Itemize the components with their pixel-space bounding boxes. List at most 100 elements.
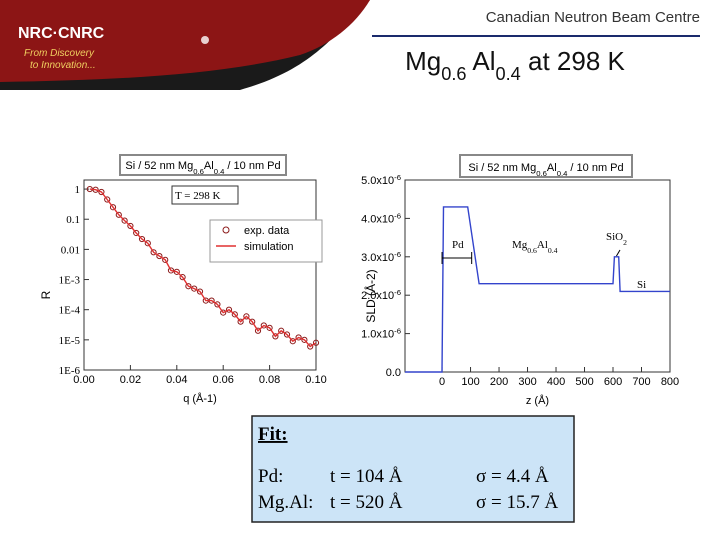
fit-cell: Mg.Al: <box>258 492 313 513</box>
series-line <box>405 206 670 373</box>
y-tick-label: 1E-4 <box>59 305 81 317</box>
x-axis-label: z (Å) <box>526 394 549 407</box>
x-tick-label: 0.10 <box>305 374 326 386</box>
text-part: Mg <box>405 46 441 76</box>
text-part: Al <box>537 239 548 251</box>
subscript: 0.4 <box>548 246 558 255</box>
x-tick-label: 600 <box>604 376 622 388</box>
y-tick-label: 1E-5 <box>59 335 81 347</box>
fit-cell: Pd: <box>258 466 283 487</box>
data-point <box>220 309 227 316</box>
text-part: T = 298 K <box>175 190 220 202</box>
x-axis-label: q (Å-1) <box>183 392 217 405</box>
data-point <box>266 324 273 331</box>
tagline: From Discovery <box>24 48 95 59</box>
logo-flare <box>201 36 209 44</box>
x-tick-label: 300 <box>518 376 536 388</box>
data-point <box>109 204 117 211</box>
exponent: -6 <box>394 249 401 258</box>
x-tick-label: 0.06 <box>212 374 233 386</box>
x-tick-label: 0.00 <box>73 374 94 386</box>
subscript: 0.6 <box>193 167 204 176</box>
subscript: 0.4 <box>214 167 225 176</box>
data-point <box>156 252 163 260</box>
data-point <box>196 288 204 295</box>
text-part: Al <box>547 162 557 174</box>
fit-cell: σ = 15.7 Å <box>476 492 558 513</box>
legend-label: simulation <box>244 241 294 253</box>
data-point <box>144 240 151 247</box>
logo: NRC·CNRC <box>18 25 105 42</box>
text-part: Al <box>204 160 214 172</box>
legend-swatch <box>222 226 230 234</box>
fit-box <box>251 415 575 523</box>
text-part: Si / 52 nm Mg <box>125 160 193 172</box>
data-point <box>225 306 233 313</box>
y-tick-label: 5.0x10-6 <box>361 173 401 188</box>
chart-title-box <box>119 154 287 176</box>
x-tick-label: 200 <box>490 376 508 388</box>
subscript: 0.6 <box>527 246 537 255</box>
y-tick-label: 1 <box>75 184 81 196</box>
data-point <box>237 318 244 325</box>
data-point <box>231 311 238 318</box>
org-name: Canadian Neutron Beam Centre <box>486 9 700 26</box>
y-tick-label: 0.01 <box>61 244 80 256</box>
y-axis-label: R <box>39 290 53 299</box>
subscript: 0.4 <box>495 64 520 84</box>
data-point <box>138 235 146 243</box>
y-tick-label: 1.0x10-6 <box>361 326 401 341</box>
exponent: -6 <box>394 326 401 335</box>
exponent: -6 <box>394 288 401 297</box>
y-tick-label: 1E-6 <box>59 365 81 377</box>
data-point <box>283 331 291 338</box>
tagline: to Innovation... <box>30 60 96 71</box>
data-point <box>260 322 267 329</box>
slide-title: Mg0.6 Al0.4 at 298 K <box>405 46 625 84</box>
data-point <box>301 336 308 343</box>
data-point <box>295 334 302 341</box>
x-tick-label: 500 <box>575 376 593 388</box>
data-point <box>179 274 186 281</box>
data-point <box>98 188 105 196</box>
annotation: Mg0.6Al0.4 <box>512 239 558 255</box>
text-part: at 298 K <box>521 46 626 76</box>
x-tick-label: 0.04 <box>166 374 187 386</box>
data-point <box>104 196 111 203</box>
annotation: T = 298 K <box>175 190 220 202</box>
text-part: Si <box>637 279 646 291</box>
data-point <box>307 343 314 350</box>
y-tick-label: 0.0 <box>386 367 401 379</box>
data-point <box>185 283 192 290</box>
data-point <box>150 249 157 256</box>
plot-frame <box>404 179 671 373</box>
fit-cell: t = 520 Å <box>330 492 403 513</box>
data-point <box>115 211 122 218</box>
chart-title: Si / 52 nm Mg0.6Al0.4 / 10 nm Pd <box>125 160 280 176</box>
data-point <box>162 256 169 263</box>
annotation-box <box>171 185 239 205</box>
banner-red <box>0 0 370 82</box>
x-tick-label: 100 <box>461 376 479 388</box>
x-tick-label: 400 <box>547 376 565 388</box>
annotation-arrow <box>616 249 621 257</box>
data-point <box>127 222 134 230</box>
annotation: SiO2 <box>606 231 627 247</box>
data-point <box>254 327 262 334</box>
legend-box <box>209 219 323 263</box>
data-point <box>243 313 250 320</box>
x-tick-label: 800 <box>661 376 679 388</box>
x-tick-label: 0.02 <box>120 374 141 386</box>
y-tick-label: 2.0x10-6 <box>361 288 401 303</box>
fit-cell: σ = 4.4 Å <box>476 466 549 487</box>
exponent: -6 <box>394 211 401 220</box>
data-point <box>278 327 285 334</box>
chart-title-box <box>459 154 633 178</box>
text-part: SiO <box>606 231 623 243</box>
data-point <box>289 338 296 345</box>
subscript: 0.6 <box>441 64 466 84</box>
text-part: Mg <box>512 239 528 251</box>
fit-cell: t = 104 Å <box>330 466 403 487</box>
exponent: -6 <box>394 173 401 182</box>
